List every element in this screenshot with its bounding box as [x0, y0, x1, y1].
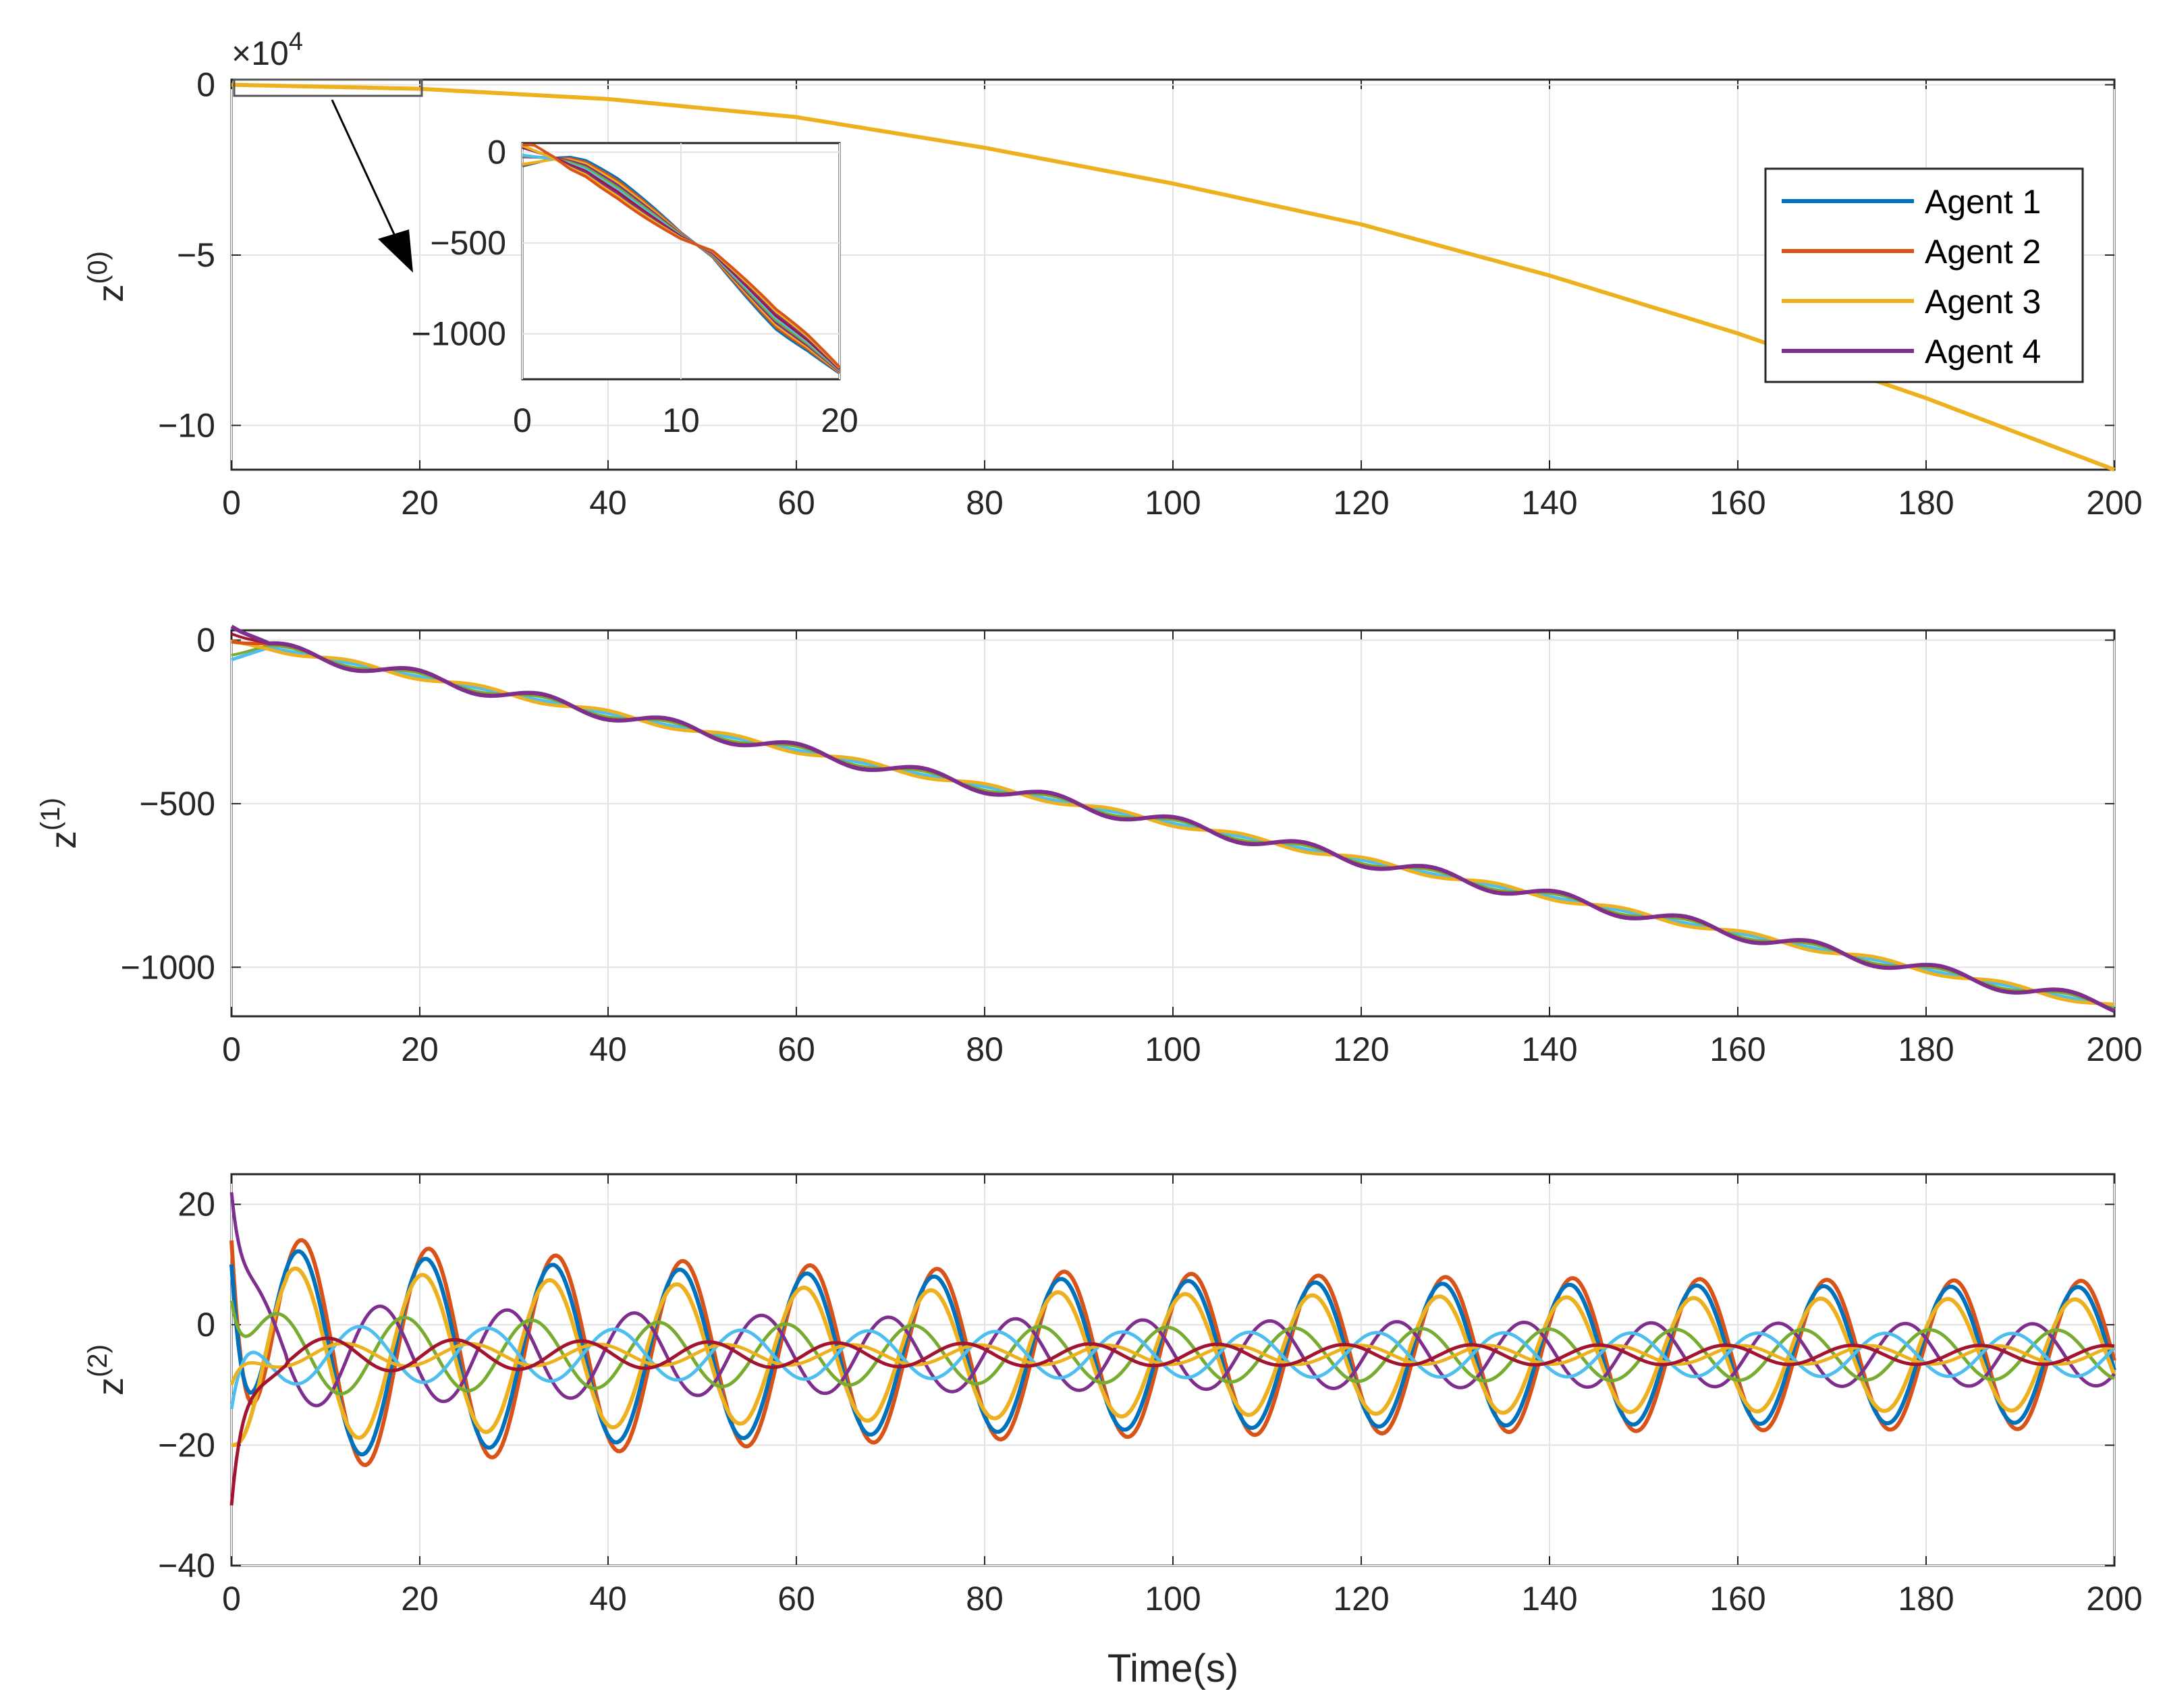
x-tick-label: 0 — [222, 1580, 241, 1618]
x-tick-label: 40 — [589, 484, 627, 522]
y-tick-label: −40 — [158, 1547, 215, 1585]
y-tick-label: 20 — [177, 1186, 215, 1223]
series-line-agent-2b — [229, 1336, 2115, 1506]
y-tick-labels-z2: 20 0 −20 −40 — [158, 1186, 215, 1585]
x-tick-label: 160 — [1709, 1580, 1765, 1618]
grid-z1 — [231, 630, 2115, 1016]
inset-series-line — [522, 143, 841, 368]
panel-z1: 0 20 40 60 80 100 120 140 160 180 200 0 −500 −1000 z… — [36, 622, 2143, 1068]
x-tick-label: 40 — [589, 1030, 627, 1068]
x-tick-label: 180 — [1898, 1580, 1954, 1618]
inset-y-tick-labels: 0 −500 −1000 — [412, 133, 506, 352]
inset-x-tick-labels: 0 10 20 — [513, 402, 858, 439]
legend: Agent 1 Agent 2 Agent 3 Agent 4 — [1764, 167, 2084, 383]
x-tick-labels-z1: 0 20 40 60 80 100 120 140 160 180 200 — [222, 1030, 2143, 1068]
x-tick-labels-z0: 0 20 40 60 80 100 120 140 160 180 200 — [222, 484, 2143, 522]
series-line-agent-2 — [230, 624, 2116, 1013]
x-tick-label: 60 — [777, 1580, 815, 1618]
y-axis-label-z1: z(1) — [36, 798, 84, 849]
x-tick-label: 20 — [401, 484, 439, 522]
series-line-agent-1b — [229, 1325, 2116, 1410]
x-tick-label: 20 — [401, 1580, 439, 1618]
x-tick-label: 120 — [1333, 1030, 1389, 1068]
x-tick-label: 100 — [1145, 1030, 1201, 1068]
legend-box — [1764, 167, 2084, 383]
x-tick-label: 20 — [401, 1030, 439, 1068]
x-tick-label: 180 — [1898, 484, 1954, 522]
x-tick-label: 0 — [222, 484, 241, 522]
x-tick-label: 140 — [1521, 484, 1577, 522]
x-tick-label: 0 — [222, 1030, 241, 1068]
y-tick-label: 0 — [196, 1306, 215, 1344]
series-group-z1 — [230, 624, 2116, 1013]
inset-x-tick-label: 10 — [662, 402, 700, 439]
inset-grid — [522, 143, 840, 379]
x-tick-label: 160 — [1709, 1030, 1765, 1068]
series-line-agent-2 — [231, 644, 2115, 1011]
x-tick-label: 60 — [777, 484, 815, 522]
inset-x-tick-label: 20 — [821, 402, 858, 439]
series-line-agent-4 — [229, 1192, 2116, 1408]
series-line-agent-4b — [229, 1300, 2115, 1396]
zoom-source-box — [233, 78, 423, 97]
x-axis-label: Time(s) — [1107, 1647, 1238, 1690]
x-tick-label: 200 — [2086, 1580, 2142, 1618]
zoom-arrow-line — [331, 99, 400, 244]
legend-label-agent-3: Agent 3 — [1925, 283, 2041, 321]
series-line-agent-3 — [231, 639, 2115, 1006]
x-tick-label: 180 — [1898, 1030, 1954, 1068]
x-tick-label: 140 — [1521, 1030, 1577, 1068]
x-tick-label: 40 — [589, 1580, 627, 1618]
y-exponent-z0: ×104 — [231, 28, 303, 72]
inset-x-tick-label: 0 — [513, 402, 532, 439]
x-tick-label: 80 — [966, 484, 1004, 522]
legend-label-agent-1: Agent 1 — [1925, 183, 2041, 221]
zoom-arrowhead — [378, 229, 413, 273]
y-tick-label: −10 — [158, 406, 215, 444]
y-tick-label: 0 — [196, 622, 215, 659]
x-tick-labels-z2: 0 20 40 60 80 100 120 140 160 180 200 — [222, 1580, 2143, 1618]
y-axis-label-z2: z(2) — [83, 1344, 131, 1396]
x-tick-label: 60 — [777, 1030, 815, 1068]
legend-label-agent-2: Agent 2 — [1925, 233, 2041, 271]
x-tick-label: 120 — [1333, 1580, 1389, 1618]
legend-label-agent-4: Agent 4 — [1925, 333, 2041, 370]
series-line-agent-3 — [231, 1266, 2116, 1448]
y-tick-labels-z1: 0 −500 −1000 — [121, 622, 215, 987]
panel-z2: 0 20 40 60 80 100 120 140 160 180 200 200−20−40 z(… — [83, 1173, 2143, 1690]
inset-series-group — [522, 143, 841, 375]
panel-z0: 0 20 40 60 80 100 120 140 160 180 200 0−5−10 ×104 … — [83, 28, 2143, 522]
y-tick-label: −5 — [177, 236, 215, 274]
inset-axes: 0 10 20 0 −500 −1000 — [412, 133, 858, 439]
y-tick-label: −500 — [139, 785, 215, 823]
y-tick-labels-z0: 0 −5 −10 — [158, 66, 215, 445]
x-tick-label: 80 — [966, 1580, 1004, 1618]
x-tick-label: 200 — [2086, 1030, 2142, 1068]
y-tick-label: −1000 — [121, 948, 215, 986]
y-axis-label-z0: z(0) — [83, 251, 131, 302]
x-tick-label: 100 — [1145, 484, 1201, 522]
inset-y-tick-label: −1000 — [412, 315, 506, 353]
y-tick-label: −20 — [158, 1427, 215, 1464]
inset-y-tick-label: −500 — [430, 224, 506, 262]
series-group-z2 — [229, 1192, 2116, 1506]
y-tick-label: 0 — [196, 66, 215, 104]
x-tick-label: 80 — [966, 1030, 1004, 1068]
x-tick-label: 160 — [1709, 484, 1765, 522]
x-tick-label: 200 — [2086, 484, 2142, 522]
x-tick-label: 100 — [1145, 1580, 1201, 1618]
inset-y-tick-label: 0 — [487, 133, 506, 171]
series-line-agent-1 — [231, 645, 2115, 1008]
x-tick-label: 120 — [1333, 484, 1389, 522]
x-tick-label: 140 — [1521, 1580, 1577, 1618]
